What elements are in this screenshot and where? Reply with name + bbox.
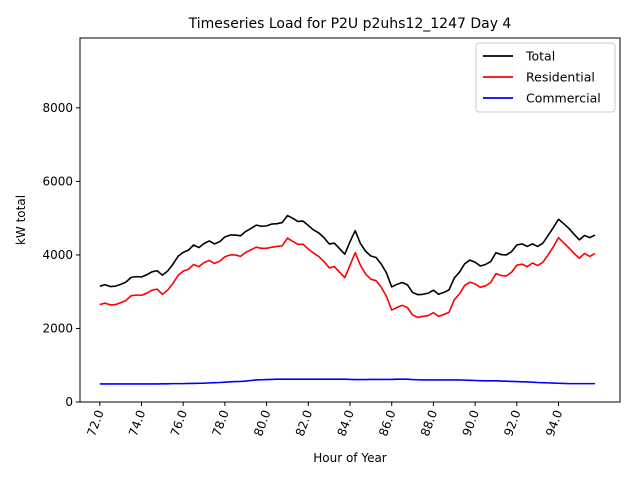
y-tick-label: 6000 bbox=[42, 174, 73, 188]
y-tick-label: 4000 bbox=[42, 248, 73, 262]
y-axis-label: kW total bbox=[14, 195, 28, 245]
series-line-commercial bbox=[99, 378, 595, 385]
y-tick-label: 8000 bbox=[42, 101, 73, 115]
legend-label-commercial: Commercial bbox=[526, 91, 601, 106]
series-layer bbox=[99, 214, 596, 385]
legend: Total Residential Commercial bbox=[475, 42, 616, 113]
y-tick-label: 0 bbox=[65, 395, 73, 409]
plot-area-frame bbox=[79, 37, 621, 403]
series-line-total bbox=[99, 214, 596, 296]
legend-label-residential: Residential bbox=[526, 70, 595, 85]
y-axis: 0 2000 4000 6000 8000 bbox=[42, 101, 80, 409]
series-line-residential bbox=[99, 236, 596, 319]
x-axis-label: Hour of Year bbox=[313, 451, 387, 465]
y-tick-label: 2000 bbox=[42, 321, 73, 335]
legend-label-total: Total bbox=[525, 49, 555, 64]
legend-box bbox=[475, 42, 616, 113]
chart-title: Timeseries Load for P2U p2uhs12_1247 Day… bbox=[188, 16, 512, 32]
